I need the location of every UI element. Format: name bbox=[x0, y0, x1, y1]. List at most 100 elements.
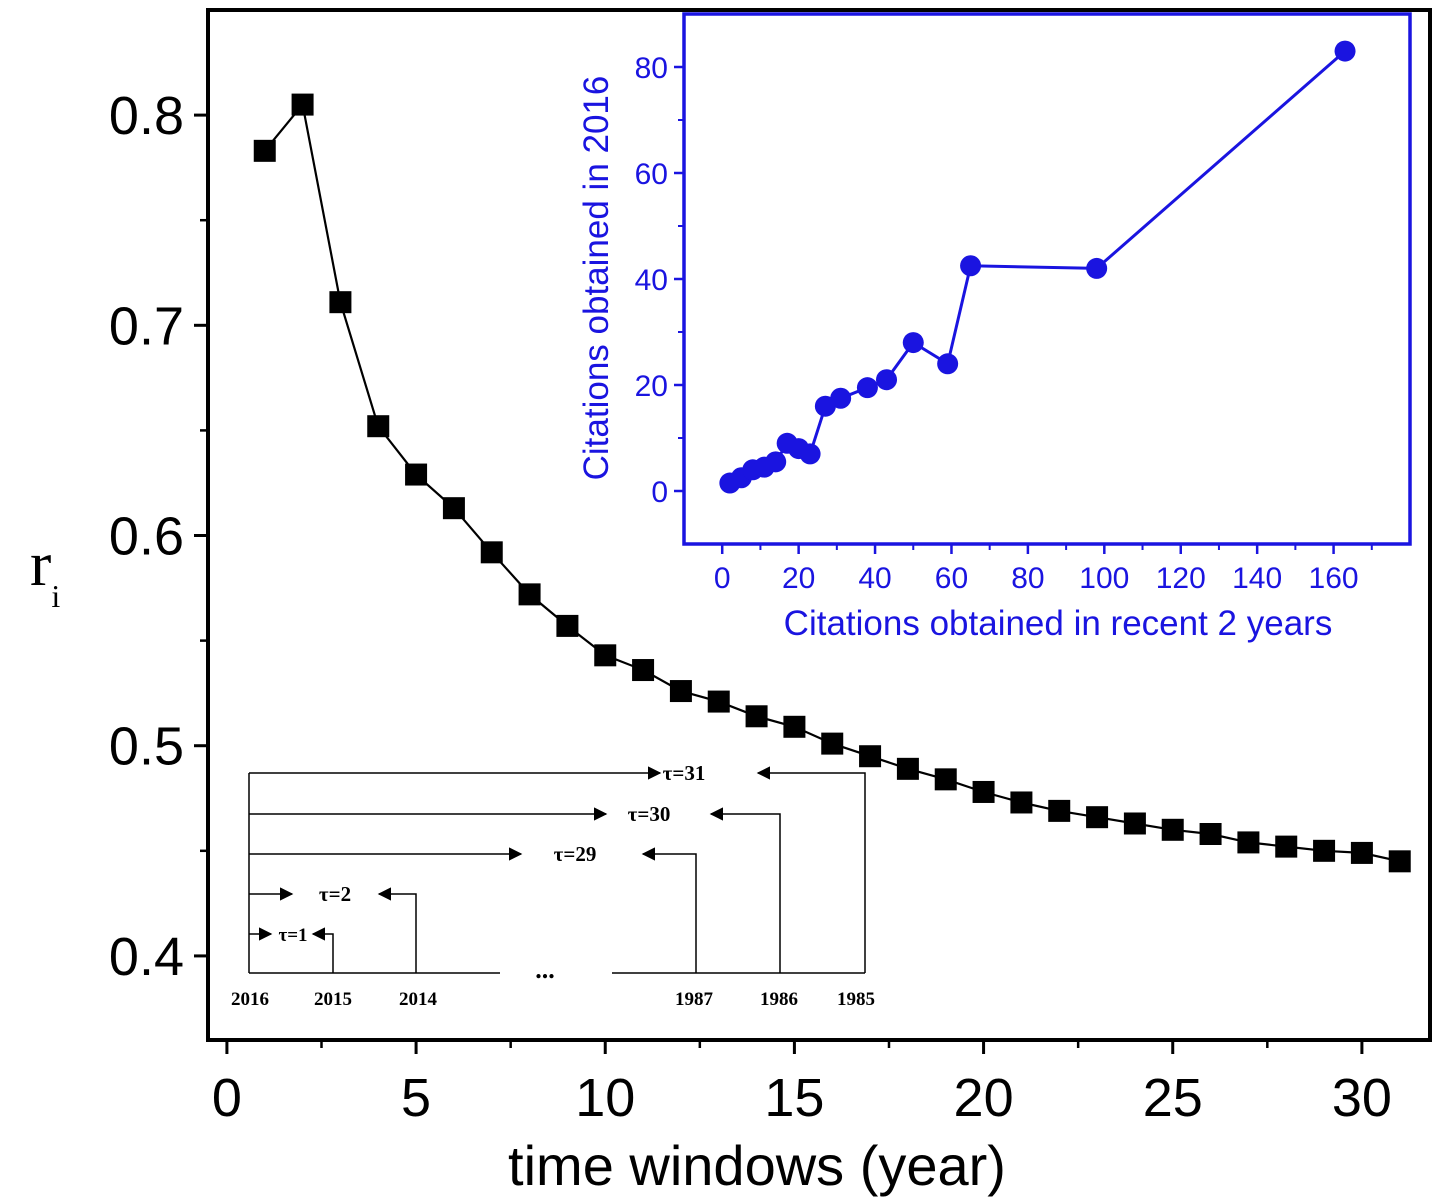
main-data-point bbox=[632, 659, 655, 682]
inset-data-point bbox=[856, 377, 878, 399]
inset-x-tick-label: 80 bbox=[1011, 562, 1044, 595]
main-x-tick-label: 5 bbox=[401, 1068, 431, 1128]
main-x-tick-label: 30 bbox=[1332, 1068, 1392, 1128]
main-x-axis: 0 5 10 15 20 25 30 bbox=[212, 1040, 1392, 1128]
main-data-point bbox=[1313, 839, 1336, 862]
main-data-point bbox=[1010, 791, 1033, 814]
main-x-tick-label: 25 bbox=[1143, 1068, 1203, 1128]
main-y-axis-label-r: r bbox=[30, 528, 51, 599]
tau-1-label: τ=1 bbox=[278, 925, 307, 946]
main-data-point bbox=[1199, 823, 1222, 845]
inset-x-tick-label: 60 bbox=[935, 562, 968, 595]
main-data-point bbox=[859, 745, 882, 768]
main-plot-frame bbox=[206, 8, 1432, 1042]
main-x-tick-label: 0 bbox=[212, 1068, 242, 1128]
main-y-tick-label: 0.7 bbox=[109, 296, 184, 356]
main-x-axis-label: time windows (year) bbox=[508, 1134, 1006, 1197]
inset-x-axis-label: Citations obtained in recent 2 years bbox=[784, 604, 1333, 643]
inset-y-tick-label: 80 bbox=[635, 52, 668, 85]
schematic-ellipsis: ... bbox=[535, 955, 555, 984]
inset-x-tick-label: 100 bbox=[1079, 562, 1129, 595]
main-data-point bbox=[972, 780, 995, 803]
inset-x-tick-label: 120 bbox=[1156, 562, 1206, 595]
main-data-point bbox=[594, 644, 617, 667]
year-label-1985: 1985 bbox=[837, 989, 875, 1010]
main-data-point bbox=[1237, 831, 1260, 854]
inset-y-axis-label: Citations obtained in 2016 bbox=[577, 76, 616, 481]
main-data-point bbox=[442, 497, 465, 520]
inset-x-tick-label: 20 bbox=[782, 562, 815, 595]
year-label-1987: 1987 bbox=[675, 989, 714, 1010]
main-y-tick-label: 0.4 bbox=[109, 927, 184, 987]
main-data-point bbox=[405, 463, 428, 486]
main-data-point bbox=[556, 614, 579, 637]
main-data-point bbox=[896, 757, 919, 780]
main-data-point bbox=[1086, 806, 1109, 829]
inset-data-point bbox=[765, 451, 787, 473]
main-data-point bbox=[669, 680, 692, 703]
inset-y-tick-label: 60 bbox=[635, 158, 668, 191]
inset-data-point bbox=[830, 387, 852, 409]
inset-data-point bbox=[902, 332, 924, 354]
main-x-tick-label: 20 bbox=[954, 1068, 1014, 1128]
main-data-point bbox=[518, 583, 541, 606]
main-y-tick-label: 0.6 bbox=[109, 507, 184, 567]
main-data-point bbox=[1048, 799, 1071, 822]
main-x-tick-label: 15 bbox=[764, 1068, 824, 1128]
main-data-point bbox=[783, 715, 806, 738]
inset-data-point bbox=[960, 255, 982, 277]
year-label-1986: 1986 bbox=[760, 989, 798, 1010]
main-data-point bbox=[934, 768, 957, 791]
tau-29-right-arrow bbox=[641, 847, 697, 973]
main-data-point bbox=[329, 291, 352, 314]
main-data-point bbox=[745, 705, 768, 728]
tau-2-label: τ=2 bbox=[319, 882, 351, 906]
main-series bbox=[253, 93, 1411, 873]
main-data-point bbox=[1388, 850, 1411, 873]
main-y-tick-label: 0.5 bbox=[109, 717, 184, 777]
time-window-schematic: τ=31 τ=30 τ=29 τ=2 τ=1 ... 2016 2015 201… bbox=[231, 761, 875, 1010]
main-data-point bbox=[480, 541, 503, 564]
main-data-point bbox=[1350, 841, 1373, 864]
main-data-point bbox=[367, 415, 390, 438]
main-y-axis: 0.4 0.5 0.6 0.7 0.8 bbox=[109, 86, 208, 987]
tau-29-label: τ=29 bbox=[554, 842, 597, 866]
tau-31-right-arrow bbox=[756, 766, 866, 973]
year-label-2014: 2014 bbox=[399, 989, 438, 1010]
inset-chart: 0 20 40 60 80 100 120 140 160 0 20 40 60 80 Citation… bbox=[577, 12, 1412, 643]
main-x-tick-label: 10 bbox=[575, 1068, 635, 1128]
main-data-point bbox=[291, 93, 314, 116]
main-data-point bbox=[1161, 818, 1184, 841]
main-y-axis-label-subscript: i bbox=[51, 578, 60, 614]
tau-1-right-arrow bbox=[311, 927, 334, 973]
main-y-axis-label: ri bbox=[30, 528, 60, 614]
main-data-point bbox=[1123, 812, 1146, 835]
inset-x-axis: 0 20 40 60 80 100 120 140 160 bbox=[714, 544, 1373, 595]
inset-data-point bbox=[1086, 257, 1108, 279]
year-label-2016: 2016 bbox=[231, 989, 269, 1010]
main-y-tick-label: 0.8 bbox=[109, 86, 184, 146]
inset-series bbox=[719, 40, 1356, 494]
main-data-point bbox=[1275, 835, 1298, 858]
tau-31-label: τ=31 bbox=[663, 761, 706, 785]
inset-x-tick-label: 140 bbox=[1232, 562, 1282, 595]
inset-y-axis: 0 20 40 60 80 bbox=[635, 52, 684, 509]
inset-y-tick-label: 0 bbox=[651, 476, 668, 509]
main-data-point bbox=[821, 732, 844, 755]
inset-y-tick-label: 40 bbox=[635, 264, 668, 297]
tau-30-right-arrow bbox=[709, 807, 781, 973]
inset-y-tick-label: 20 bbox=[635, 370, 668, 403]
main-data-point bbox=[707, 690, 730, 713]
tau-30-label: τ=30 bbox=[628, 802, 671, 826]
inset-data-point bbox=[1334, 40, 1356, 62]
main-data-point bbox=[253, 139, 276, 162]
inset-x-tick-label: 0 bbox=[714, 562, 731, 595]
year-label-2015: 2015 bbox=[314, 989, 352, 1010]
inset-data-point bbox=[876, 369, 898, 391]
tau-2-right-arrow bbox=[377, 887, 417, 973]
inset-plot-background bbox=[684, 14, 1410, 544]
inset-x-tick-label: 40 bbox=[858, 562, 891, 595]
main-chart: 0 5 10 15 20 25 30 0.4 0.5 0.6 0.7 0.8 time window… bbox=[30, 8, 1432, 1197]
inset-data-point bbox=[799, 443, 821, 465]
